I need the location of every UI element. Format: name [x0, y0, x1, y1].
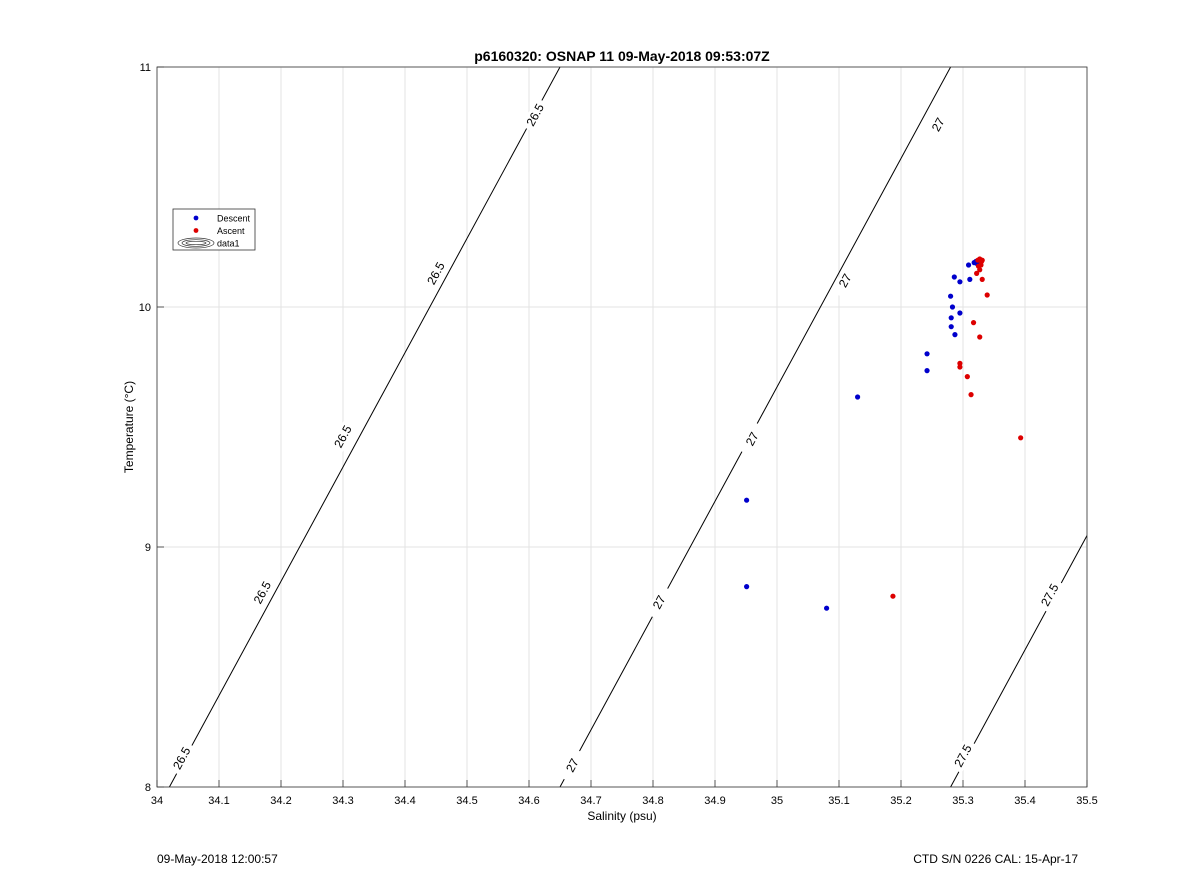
legend-contour-icon — [181, 239, 211, 247]
x-tick-label: 34.3 — [332, 795, 353, 807]
grid — [156, 66, 1088, 788]
descent-point — [744, 584, 750, 590]
ascent-point — [984, 292, 990, 298]
legend-label: data1 — [217, 239, 240, 249]
descent-point — [957, 279, 963, 285]
contour-label: 27 — [929, 115, 948, 134]
x-tick-label: 34 — [151, 795, 163, 807]
contour-label-bg — [1036, 577, 1064, 613]
ascent-point — [974, 270, 980, 276]
descent-point — [967, 276, 973, 282]
legend-contour-icon — [185, 240, 207, 246]
descent-point — [855, 394, 861, 400]
y-tick-label: 11 — [140, 62, 151, 74]
contour-label-bg — [645, 584, 673, 620]
descent-point — [957, 310, 963, 316]
x-tick-label: 35 — [771, 795, 783, 807]
legend-contour-icon — [177, 237, 215, 249]
y-tick-label: 9 — [145, 542, 151, 554]
x-tick-label: 34.5 — [456, 795, 477, 807]
legend-marker — [193, 228, 199, 233]
descent-point — [948, 315, 954, 321]
contour-label: 27 — [836, 271, 855, 290]
y-tick-label: 8 — [145, 782, 151, 794]
x-tick-label: 34.1 — [208, 795, 229, 807]
descent-point — [949, 304, 956, 310]
x-tick-label: 34.7 — [580, 795, 601, 807]
x-tick-label: 35.1 — [828, 795, 849, 807]
contour-label-bg — [168, 740, 196, 776]
ascent-point — [977, 334, 983, 340]
x-tick-label: 34.6 — [518, 795, 539, 807]
ascent-point — [964, 374, 970, 380]
density-contours — [168, 67, 1087, 787]
data-points — [744, 256, 1024, 611]
ascent-point — [968, 392, 974, 398]
contour-label-bg — [558, 747, 587, 783]
descent-point — [951, 274, 957, 280]
footer-ctd-info: CTD S/N 0226 CAL: 15-Apr-17 — [913, 852, 1078, 866]
ascent-point — [890, 593, 896, 599]
contour-label: 27 — [563, 756, 582, 775]
contour-label-bg — [738, 421, 766, 457]
descent-point — [952, 332, 958, 338]
footer-timestamp: 09-May-2018 12:00:57 — [157, 852, 278, 866]
descent-point — [744, 497, 750, 503]
contour-label-bg — [329, 419, 357, 455]
descent-point — [948, 293, 954, 299]
x-tick-label: 34.8 — [642, 795, 663, 807]
legend-marker — [193, 215, 199, 221]
descent-point — [824, 605, 830, 611]
x-tick-label: 35.2 — [890, 795, 911, 807]
contour-label-bg — [949, 738, 977, 774]
x-tick-label: 35.4 — [1014, 795, 1035, 807]
x-axis-label: Salinity (psu) — [587, 809, 656, 823]
contour-label-bg — [831, 263, 859, 299]
legend-label: Descent — [217, 214, 251, 224]
ascent-point — [970, 320, 977, 326]
y-axis-label: Temperature (°C) — [122, 381, 136, 473]
axis-ticks: 34 34.1 34.2 34.3 34.4 34.5 34.6 34.7 34.8 34.9 35… — [139, 62, 1098, 807]
x-tick-label: 35.3 — [952, 795, 973, 807]
contour-line — [950, 534, 1087, 787]
chart-title: p6160320: OSNAP 11 09-May-2018 09:53:07Z — [474, 48, 770, 64]
x-tick-label: 34.4 — [394, 795, 415, 807]
contour-line — [168, 67, 561, 787]
descent-point — [948, 324, 954, 330]
ascent-point — [979, 257, 985, 263]
descent-point — [965, 262, 972, 268]
ascent-point — [957, 360, 963, 366]
ascent-point — [1018, 435, 1024, 441]
ascent-point — [957, 364, 963, 370]
descent-point — [924, 368, 930, 374]
contour-label: 27 — [743, 430, 762, 449]
contour-label: 27 — [650, 593, 669, 612]
contour-label-bg — [422, 255, 450, 291]
x-tick-label: 34.2 — [270, 795, 291, 807]
y-tick-label: 10 — [139, 302, 151, 314]
descent-point — [924, 351, 930, 357]
contour-label-bg — [248, 575, 277, 611]
plot-frame — [156, 66, 1088, 788]
legend-label: Ascent — [217, 226, 245, 236]
contour-label-bg — [924, 107, 952, 143]
contour-label-bg — [521, 97, 549, 133]
x-tick-label: 34.9 — [704, 795, 725, 807]
x-tick-label: 35.5 — [1076, 795, 1097, 807]
ascent-point — [979, 276, 985, 282]
legend: Descent Ascent data1 — [172, 208, 256, 251]
